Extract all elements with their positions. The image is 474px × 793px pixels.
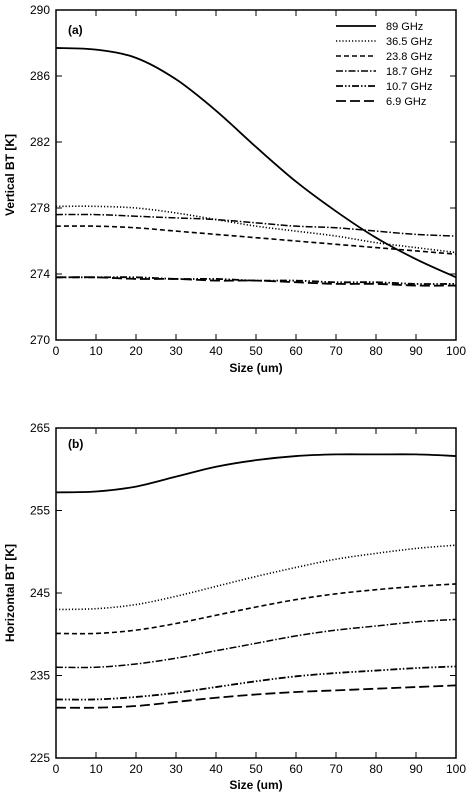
series-line-dashdot: [55, 618, 457, 669]
y-tick-label: 225: [30, 751, 50, 765]
x-tick-label: 0: [53, 762, 60, 776]
y-tick-label: 282: [30, 135, 50, 149]
legend-label: 23.8 GHz: [386, 51, 432, 63]
series-line-solid: [55, 47, 457, 279]
legend-label: 10.7 GHz: [386, 81, 432, 93]
y-tick-label: 274: [30, 267, 50, 281]
axis-ticks-a: 0 10 20 30 40 50 60 70 80 90 100 270 274 278 282 286 290: [30, 3, 466, 358]
series-line-longdash: [55, 684, 457, 709]
x-tick-label: 20: [129, 762, 143, 776]
y-tick-label: 286: [30, 69, 50, 83]
series-lines-a: [55, 47, 457, 287]
x-tick-label: 40: [209, 762, 223, 776]
axis-ticks-b: 0 10 20 30 40 50 60 70 80 90 100 225 235 245 255 265: [30, 421, 466, 776]
x-axis-label-b: Size (um): [229, 778, 282, 792]
x-axis-label-a: Size (um): [229, 361, 282, 375]
x-tick-label: 90: [409, 762, 423, 776]
plot-area-b: [55, 427, 457, 759]
y-tick-label: 235: [30, 669, 50, 683]
x-tick-label: 70: [329, 762, 343, 776]
y-tick-label: 255: [30, 504, 50, 518]
x-tick-label: 10: [89, 762, 103, 776]
series-lines-b: [55, 453, 457, 709]
x-tick-label: 20: [129, 344, 143, 358]
series-line-dashdotdot: [56, 276, 457, 285]
x-tick-label: 80: [369, 762, 383, 776]
panel-b-horizontal-bt: (b) 0 10 20 30 40 50 60 70 80 90 100 225 235 245 255 26…: [3, 421, 466, 792]
y-axis-label-b: Horizontal BT [K]: [3, 544, 17, 642]
y-tick-label: 265: [30, 421, 50, 435]
x-tick-label: 70: [329, 344, 343, 358]
series-line-longdash: [55, 276, 457, 287]
x-tick-label: 90: [409, 344, 423, 358]
x-tick-label: 30: [169, 344, 183, 358]
series-line-dashed: [55, 583, 457, 635]
x-tick-label: 50: [249, 762, 263, 776]
panel-label-b: (b): [68, 437, 83, 451]
x-tick-label: 100: [446, 762, 466, 776]
series-line-dashdotdot: [55, 665, 457, 701]
legend-label: 89 GHz: [386, 21, 423, 33]
x-tick-label: 60: [289, 762, 303, 776]
legend-label: 18.7 GHz: [386, 66, 432, 78]
y-tick-label: 270: [30, 333, 50, 347]
series-line-dashdot: [55, 213, 457, 237]
x-tick-label: 60: [289, 344, 303, 358]
x-tick-label: 100: [446, 344, 466, 358]
legend-label: 36.5 GHz: [386, 36, 432, 48]
x-tick-label: 40: [209, 344, 223, 358]
y-tick-label: 290: [30, 3, 50, 17]
legend-a: 89 GHz 36.5 GHz 23.8 GHz 18.7 GHz 10.7 GHz 6.…: [336, 21, 432, 108]
x-tick-label: 80: [369, 344, 383, 358]
panel-a-vertical-bt: (a) 0 10 20 30 40 50 60 70 80 90 100 270 274 278 282 28…: [3, 3, 466, 375]
y-axis-label-a: Vertical BT [K]: [3, 134, 17, 216]
x-tick-label: 10: [89, 344, 103, 358]
x-tick-label: 0: [53, 344, 60, 358]
x-tick-label: 30: [169, 762, 183, 776]
x-tick-label: 50: [249, 344, 263, 358]
y-tick-label: 245: [30, 586, 50, 600]
legend-label: 6.9 GHz: [386, 96, 426, 108]
plot-area-a: [55, 9, 457, 341]
y-tick-label: 278: [30, 201, 50, 215]
panel-label-a: (a): [68, 23, 83, 37]
series-line-dashed: [55, 225, 457, 255]
series-line-solid: [55, 453, 457, 494]
series-line-dotted: [55, 205, 457, 254]
